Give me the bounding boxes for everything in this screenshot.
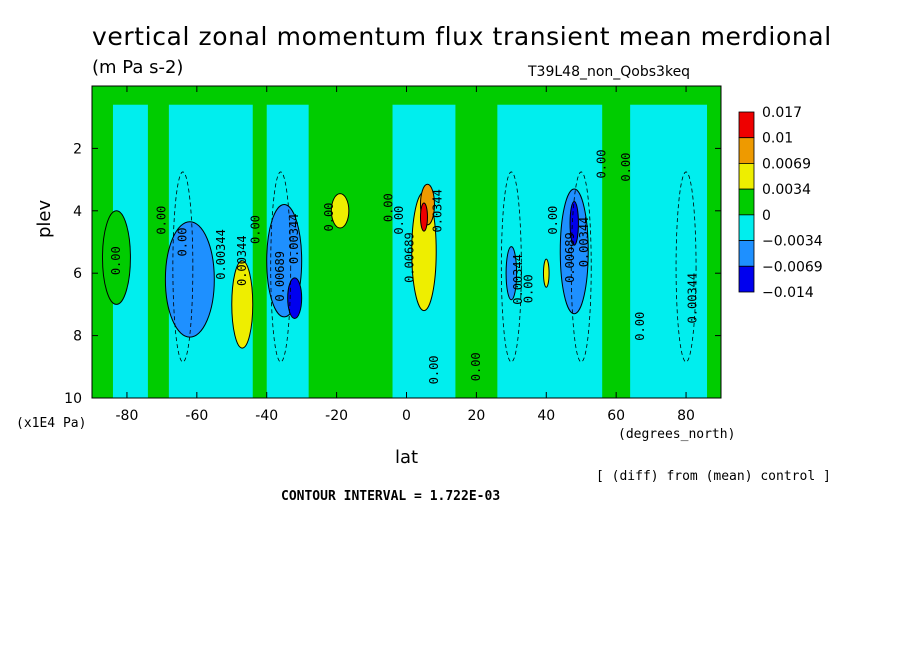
x-tick-label: 20 <box>467 408 485 424</box>
y-tick-label: 4 <box>73 204 82 220</box>
contour-label: 0.00 <box>619 153 633 182</box>
x-axis-label: lat <box>395 447 419 468</box>
contour-label: 0.00 <box>521 274 535 303</box>
contour-label: 0.00 <box>109 246 123 275</box>
contour-field <box>92 86 721 398</box>
contour-label: 0.00 <box>175 228 189 257</box>
contour-label: 0.00 <box>469 352 483 381</box>
contour-label: 0.00344 <box>287 214 301 265</box>
contour-label: 0.00689 <box>273 251 287 302</box>
contour-label: 0.00 <box>154 206 168 235</box>
x-tick-label: -40 <box>255 408 278 424</box>
x-axis-unit: (degrees_north) <box>618 427 736 442</box>
dashed-contour <box>270 171 292 363</box>
contour-label: 0.00344 <box>686 273 700 324</box>
green-band <box>92 86 113 398</box>
x-tick-label: -60 <box>185 408 208 424</box>
green-band <box>602 86 631 398</box>
y-tick-label: 2 <box>73 141 82 157</box>
feature-red <box>419 202 428 232</box>
x-tick-label: 40 <box>537 408 555 424</box>
dashed-contour <box>172 171 194 363</box>
contour-label: 0.00344 <box>235 235 249 286</box>
run-name: T39L48_non_Qobs3keq <box>528 64 691 80</box>
contour-label: 0.0344 <box>430 189 444 232</box>
green-band <box>252 86 267 398</box>
y-tick-label: 6 <box>73 266 82 282</box>
green-top-strip <box>92 86 721 105</box>
colorbar-swatch <box>738 111 755 139</box>
green-band <box>455 86 498 398</box>
chart-title: vertical zonal momentum flux transient m… <box>92 22 832 51</box>
feature-yellow <box>231 260 254 349</box>
green-band <box>147 86 169 398</box>
y-tick-label: 10 <box>64 391 82 407</box>
contour-label: 0.00344 <box>214 229 228 280</box>
feature-yellow <box>330 193 350 229</box>
colorbar-label: −0.014 <box>762 285 814 301</box>
colorbar-label: 0.0034 <box>762 182 811 198</box>
green-band <box>308 86 393 398</box>
colorbar-swatch <box>738 163 755 190</box>
feature-blue <box>505 246 518 301</box>
colorbar-label: 0.01 <box>762 131 793 147</box>
feature-blue <box>559 188 589 315</box>
colorbar-swatch <box>738 214 755 241</box>
colorbar-swatch <box>738 265 755 293</box>
x-tick-label: 80 <box>677 408 695 424</box>
feature-yellow <box>542 258 550 288</box>
diff-note: [ (diff) from (mean) control ] <box>596 469 831 484</box>
contour-label: 0.00 <box>427 355 441 384</box>
contour-label: 0.00689 <box>563 232 577 283</box>
colorbar-swatch <box>738 188 755 216</box>
colorbar-label: −0.0069 <box>762 259 823 275</box>
colorbar-label: 0.0069 <box>762 156 811 172</box>
green-band <box>707 86 721 398</box>
colorbar-label: −0.0034 <box>762 234 823 250</box>
contour-label: 0.00344 <box>577 217 591 268</box>
contour-interval: CONTOUR INTERVAL = 1.722E-03 <box>281 489 501 504</box>
dashed-contour <box>570 171 592 363</box>
x-tick-label: 60 <box>607 408 625 424</box>
y-axis-unit: (x1E4 Pa) <box>16 416 87 431</box>
colorbar-swatch <box>738 137 755 164</box>
feature-green <box>101 210 131 305</box>
colorbar: 0.017 0.01 0.0069 0.0034 0 −0.0034 −0.0069 −0.0… <box>738 105 823 301</box>
contour-label: 0.00689 <box>402 232 416 283</box>
chart-units: (m Pa s-2) <box>92 57 184 78</box>
contour-label: 0.00 <box>382 193 396 222</box>
x-tick-label: 0 <box>402 408 411 424</box>
colorbar-label: 0.017 <box>762 105 802 121</box>
contour-label: 0.00 <box>392 206 406 235</box>
contour-label: 0.00 <box>546 206 560 235</box>
contour-label: 0.00 <box>322 203 336 232</box>
colorbar-label: 0 <box>762 208 771 224</box>
contour-label: 0.00 <box>595 150 609 179</box>
contour-label: 0.00344 <box>511 254 525 305</box>
x-tick-label: -80 <box>116 408 139 424</box>
feature-darkblue <box>287 277 303 319</box>
colorbar-swatch <box>738 240 755 267</box>
contour-label: 0.00 <box>249 215 263 244</box>
axes: -80 -60 -40 -20 0 20 40 60 80 2 4 6 8 10 <box>64 86 721 424</box>
feature-blue <box>164 221 215 338</box>
y-axis-label: plev <box>34 199 55 238</box>
contour-labels: 0.000.000.00 0.00344 0.003440.000.006890.0… <box>109 150 700 385</box>
y-tick-label: 8 <box>73 329 82 345</box>
dashed-contour <box>675 171 697 363</box>
dashed-contour <box>500 171 522 363</box>
contour-label: 0.00 <box>633 312 647 341</box>
x-tick-label: -20 <box>325 408 348 424</box>
